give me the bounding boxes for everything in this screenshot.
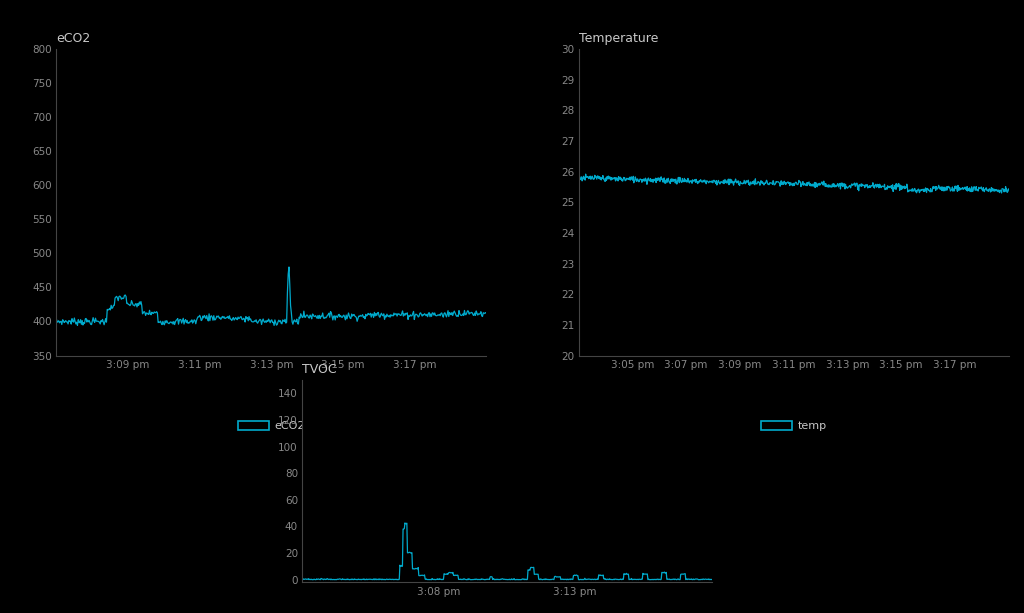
Text: eCO2: eCO2 xyxy=(56,32,90,45)
Legend: temp: temp xyxy=(757,416,830,436)
Text: Temperature: Temperature xyxy=(579,32,658,45)
Legend: eCO2: eCO2 xyxy=(233,416,309,436)
Text: TVOC: TVOC xyxy=(302,363,337,376)
